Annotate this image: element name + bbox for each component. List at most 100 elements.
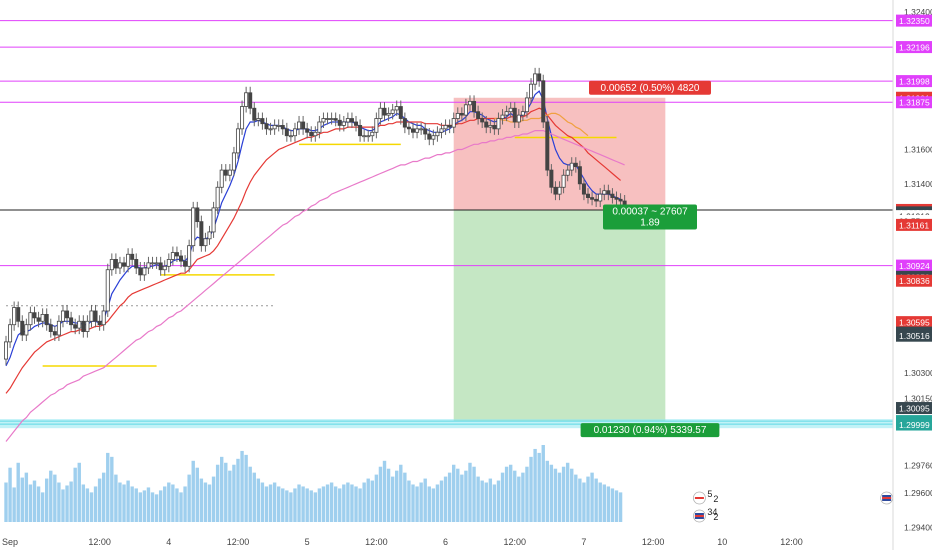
price-tag[interactable] [896,41,932,54]
price-tag[interactable] [896,259,932,272]
candle-body [305,128,310,133]
event-subcount: 2 [713,494,718,504]
time-axis-tick-label: 12:00 [227,537,250,547]
candle-body [138,267,143,276]
time-axis-tick-label: 10 [717,537,727,547]
candle-body [516,114,521,123]
price-tag-label: 1.31875 [899,98,930,108]
stop-loss-label-box[interactable] [589,80,711,95]
price-tag[interactable] [896,329,932,342]
volume-bar [150,492,155,522]
price-tag-label: 1.30595 [899,318,930,328]
price-tag[interactable] [896,418,932,431]
price-axis-tick-label: 1.29600 [904,488,932,498]
volume-bar [16,462,20,522]
candle-body [512,107,517,123]
time-axis-tick-label: 12:00 [642,537,665,547]
take-profit-label-box[interactable] [580,423,720,438]
candle-body [191,207,196,247]
candle-body [130,253,135,260]
volume-bar [309,490,313,522]
volume-bar [476,476,480,522]
volume-bar [411,484,415,522]
take-profit-zone[interactable] [453,209,666,422]
price-axis-tick-label: 1.29400 [904,522,932,532]
candle-body [354,121,359,126]
candle-body [280,125,285,130]
support-zone-band[interactable] [0,419,893,429]
candle-body [215,186,220,209]
candle-body [89,310,94,322]
moving-average-line [5,130,625,442]
candle-body [586,193,591,198]
candle-body [36,317,41,322]
volume-bar [220,456,224,522]
volume-bar [407,480,411,522]
candle-body [594,198,599,202]
volume-bar [154,494,159,522]
price-tag[interactable] [896,402,932,415]
price-tag[interactable] [896,14,932,27]
candle-body [288,135,293,138]
volume-bar [199,478,204,522]
candle-body [337,119,342,126]
volume-bar [500,472,505,522]
candle-body [154,262,159,265]
volume-bar [508,464,513,522]
candle-body [358,125,363,137]
current-pl-label-text: 0.00037 ~ 27607 [612,206,688,217]
time-axis-tick-label: 12:00 [88,537,111,547]
volume-bar [447,472,452,522]
current-pl-label-box[interactable] [603,204,697,230]
price-tag[interactable] [896,316,932,329]
price-tag[interactable] [896,218,932,231]
price-axis-tick-label: 1.30150 [904,394,932,404]
volume-bar [488,478,493,522]
candle-body [370,131,375,137]
volume-bar [513,470,517,522]
volume-bar [187,474,191,522]
candle-body [524,97,529,113]
candle-body [146,262,151,269]
volume-bar [435,484,440,522]
candle-body [301,121,306,130]
volume-bar [598,482,602,522]
volume-bar [594,478,598,522]
candle-body [573,162,578,168]
volume-bar [224,462,228,522]
volume-bar [468,462,472,522]
price-tag[interactable] [896,274,932,287]
candle-body [541,80,546,123]
candle-body [272,125,277,130]
volume-bar [40,492,45,522]
price-tag[interactable] [896,75,932,88]
candle-body [264,123,269,130]
candle-body [349,118,354,123]
price-axis-tick-label: 1.32400 [904,7,932,17]
candle-body [56,320,61,336]
time-axis-tick-label: 7 [581,537,586,547]
candle-body [581,183,586,195]
price-tag[interactable] [896,96,932,109]
volume-bar [602,484,606,522]
volume-bar [529,456,533,522]
price-axis-tick-label: 1.31400 [904,179,932,189]
candle-body [386,112,391,116]
volume-bar [252,472,256,522]
candle-body [362,135,367,138]
candle-body [203,238,208,247]
volume-bar [517,476,521,522]
candle-body [20,320,25,336]
candle-body [415,128,420,133]
volume-bar [386,468,391,522]
candle-body [292,128,297,137]
candle-body [179,255,184,262]
volume-bar [374,474,379,522]
candle-body [235,128,240,154]
candle-body [565,169,570,176]
candle-body [476,111,481,119]
stop-loss-label-text: 0.00652 (0.50%) 4820 [601,83,700,94]
volume-bar [272,482,277,522]
